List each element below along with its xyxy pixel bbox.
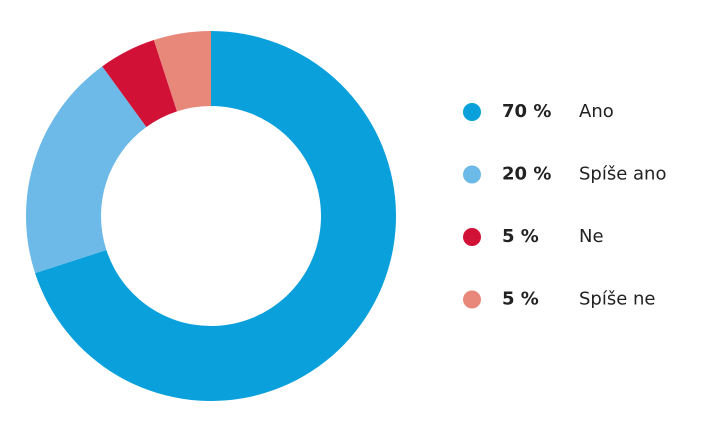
legend-label: Ne xyxy=(579,226,604,247)
legend-marker xyxy=(463,165,481,184)
legend-marker xyxy=(463,228,481,246)
legend-value: 5 % xyxy=(502,226,539,247)
donut-slice xyxy=(102,40,178,128)
legend-label: Spíše ano xyxy=(579,164,666,185)
legend-value: 70 % xyxy=(502,101,551,122)
legend-value: 5 % xyxy=(502,289,539,310)
legend-marker xyxy=(463,290,481,309)
legend-value: 20 % xyxy=(502,164,551,185)
donut-slice xyxy=(153,31,211,112)
legend-label: Spíše ne xyxy=(579,289,656,310)
donut-slice xyxy=(35,31,397,402)
donut-slice xyxy=(25,66,147,274)
legend-label: Ano xyxy=(579,101,614,122)
legend-marker xyxy=(463,103,481,121)
